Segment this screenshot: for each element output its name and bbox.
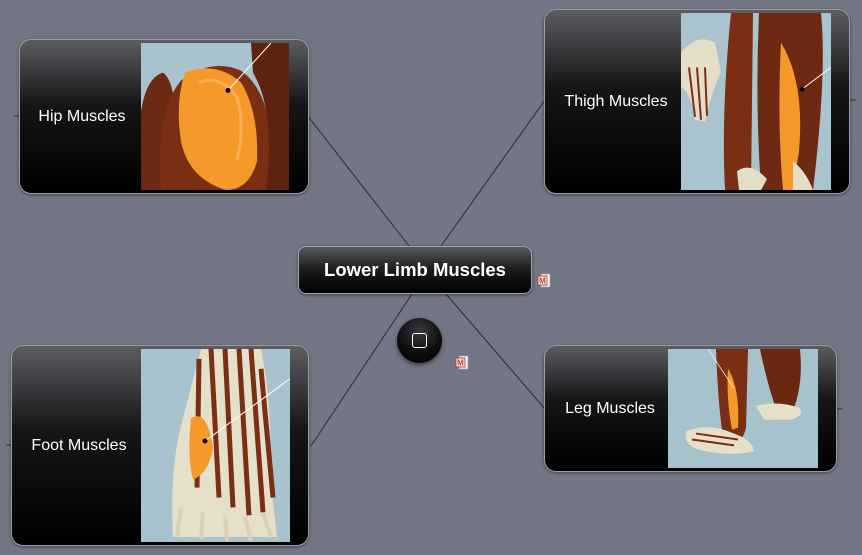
hip-muscles-illustration — [141, 43, 289, 190]
central-topic-label: Lower Limb Muscles — [324, 259, 506, 280]
svg-text:M: M — [457, 359, 464, 368]
topic-node-foot-muscles[interactable]: Foot Muscles — [11, 345, 309, 546]
collapse-toggle-button[interactable] — [397, 318, 442, 363]
topic-node-thigh-muscles[interactable]: Thigh Muscles — [544, 9, 850, 194]
leg-muscles-illustration — [668, 349, 818, 468]
collapse-toggle-icon — [412, 333, 427, 348]
connector-foot — [310, 293, 413, 447]
connector-leg — [445, 293, 546, 410]
topic-label: Leg Muscles — [565, 399, 655, 417]
svg-text:M: M — [539, 277, 546, 286]
topic-label: Hip Muscles — [38, 107, 126, 125]
document-attachment-icon[interactable]: M — [455, 355, 469, 370]
topic-label: Foot Muscles — [31, 436, 127, 454]
topic-node-hip-muscles[interactable]: Hip Muscles — [19, 39, 309, 194]
connector-thigh — [440, 99, 546, 247]
topic-label: Thigh Muscles — [564, 92, 668, 110]
central-topic[interactable]: Lower Limb Muscles — [298, 246, 532, 294]
foot-muscles-illustration — [141, 349, 290, 542]
document-attachment-icon[interactable]: M — [537, 273, 551, 288]
thigh-muscles-illustration — [681, 13, 831, 190]
connector-hip — [306, 114, 410, 247]
topic-node-leg-muscles[interactable]: Leg Muscles — [544, 345, 837, 472]
